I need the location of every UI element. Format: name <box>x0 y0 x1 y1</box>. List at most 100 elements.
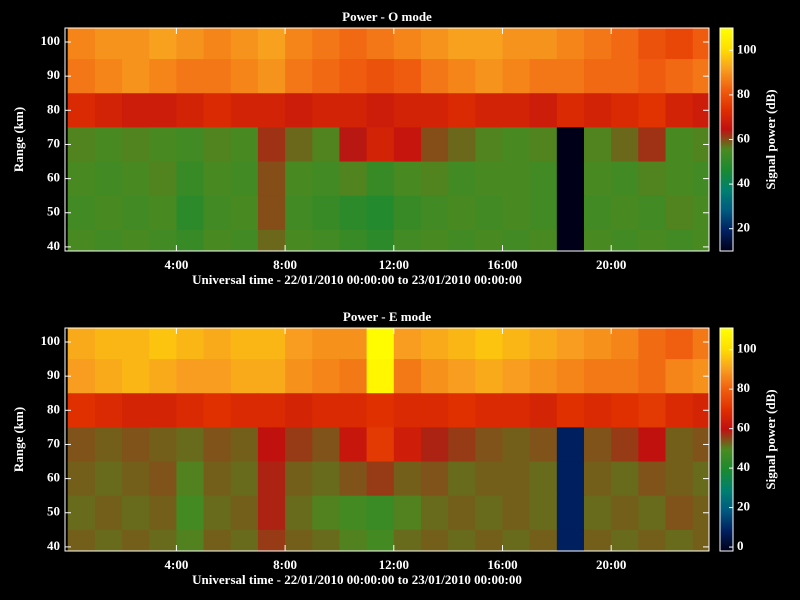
heatmap-cell <box>257 195 286 231</box>
heatmap-cell <box>176 495 205 531</box>
heatmap-cell <box>257 393 286 428</box>
colorbar-tick-label: 20 <box>737 220 750 235</box>
heatmap-cell <box>149 59 177 94</box>
heatmap-cell <box>420 28 449 60</box>
y-tick-label: 40 <box>47 238 60 253</box>
heatmap-cell <box>638 328 667 360</box>
y-axis-label: Range (km) <box>11 407 26 472</box>
heatmap-cell <box>529 461 558 497</box>
heatmap-cell <box>149 161 177 197</box>
heatmap-cell <box>611 59 639 94</box>
heatmap-cell <box>122 461 150 497</box>
heatmap-cell <box>257 229 286 251</box>
heatmap-cell <box>203 461 232 497</box>
colorbar-tick-label: 80 <box>737 380 750 395</box>
heatmap-cell <box>257 359 286 394</box>
heatmap-cell <box>502 161 531 197</box>
heatmap-cell <box>665 127 694 163</box>
heatmap-cell <box>257 28 286 60</box>
heatmap-cell <box>420 59 449 94</box>
colorbar-tick-label: 0 <box>737 538 744 553</box>
heatmap-cell <box>393 328 422 360</box>
heatmap-cell <box>67 529 96 551</box>
heatmap-cell <box>692 328 709 360</box>
heatmap-cell <box>312 495 340 531</box>
heatmap-cell <box>149 427 177 463</box>
heatmap-cell <box>203 195 232 231</box>
heatmap-cell <box>420 127 449 163</box>
heatmap-cell <box>149 393 177 428</box>
heatmap-cell <box>285 359 313 394</box>
heatmap-cell <box>366 93 395 128</box>
heatmap-cell <box>122 427 150 463</box>
heatmap-cell <box>692 161 709 197</box>
heatmap <box>67 328 709 551</box>
heatmap-cell <box>149 28 177 60</box>
heatmap-cell <box>366 59 395 94</box>
y-tick-label: 100 <box>41 33 61 48</box>
heatmap-cell <box>94 393 123 428</box>
heatmap-cell <box>94 93 123 128</box>
heatmap-cell <box>448 393 476 428</box>
y-tick-label: 80 <box>47 101 60 116</box>
heatmap-cell <box>122 195 150 231</box>
y-tick-label: 40 <box>47 538 60 553</box>
heatmap-cell <box>475 461 503 497</box>
plot-frame <box>64 327 710 552</box>
heatmap-cell <box>257 495 286 531</box>
heatmap-cell <box>692 461 709 497</box>
heatmap-cell <box>67 461 96 497</box>
heatmap-cell <box>67 93 96 128</box>
heatmap-cell <box>366 495 395 531</box>
heatmap-cell <box>692 127 709 163</box>
y-axis-label: Range (km) <box>11 107 26 172</box>
heatmap-cell <box>176 127 205 163</box>
heatmap-cell <box>366 127 395 163</box>
colorbar-tick-label: 60 <box>737 130 750 145</box>
heatmap-cell <box>502 127 531 163</box>
heatmap-cell <box>638 127 667 163</box>
heatmap-cell <box>393 195 422 231</box>
heatmap-cell <box>67 427 96 463</box>
heatmap-cell <box>339 328 368 360</box>
heatmap-cell <box>611 495 639 531</box>
heatmap-cell <box>257 529 286 551</box>
colorbar-tick-label: 80 <box>737 86 750 101</box>
heatmap-cell <box>420 161 449 197</box>
heatmap-cell <box>176 427 205 463</box>
heatmap-cell <box>556 328 585 360</box>
x-tick-label: 16:00 <box>487 557 517 572</box>
heatmap-cell <box>529 93 558 128</box>
heatmap-cell <box>203 393 232 428</box>
heatmap-cell <box>556 359 585 394</box>
heatmap-cell <box>339 59 368 94</box>
heatmap-cell <box>312 161 340 197</box>
heatmap-cell <box>122 393 150 428</box>
heatmap-cell <box>529 328 558 360</box>
y-tick-label: 70 <box>47 135 60 150</box>
heatmap-cell <box>475 427 503 463</box>
colorbar-label: Signal power (dB) <box>763 89 778 189</box>
heatmap-cell <box>203 93 232 128</box>
heatmap-cell <box>448 161 476 197</box>
heatmap-cell <box>149 495 177 531</box>
heatmap-cell <box>584 461 612 497</box>
heatmap-cell <box>448 195 476 231</box>
heatmap-cell <box>94 161 123 197</box>
heatmap-cell <box>312 359 340 394</box>
heatmap-cell <box>176 461 205 497</box>
heatmap-cell <box>230 127 259 163</box>
heatmap-cell <box>692 495 709 531</box>
heatmap-cell <box>122 359 150 394</box>
heatmap-cell <box>665 461 694 497</box>
heatmap-cell <box>584 427 612 463</box>
heatmap-cell <box>529 495 558 531</box>
heatmap-cell <box>176 529 205 551</box>
heatmap-cell <box>366 529 395 551</box>
chart-title: Power - O mode <box>342 9 432 24</box>
heatmap-cell <box>556 461 585 497</box>
heatmap-cell <box>257 59 286 94</box>
heatmap-cell <box>665 359 694 394</box>
heatmap-cell <box>475 59 503 94</box>
heatmap-cell <box>556 529 585 551</box>
